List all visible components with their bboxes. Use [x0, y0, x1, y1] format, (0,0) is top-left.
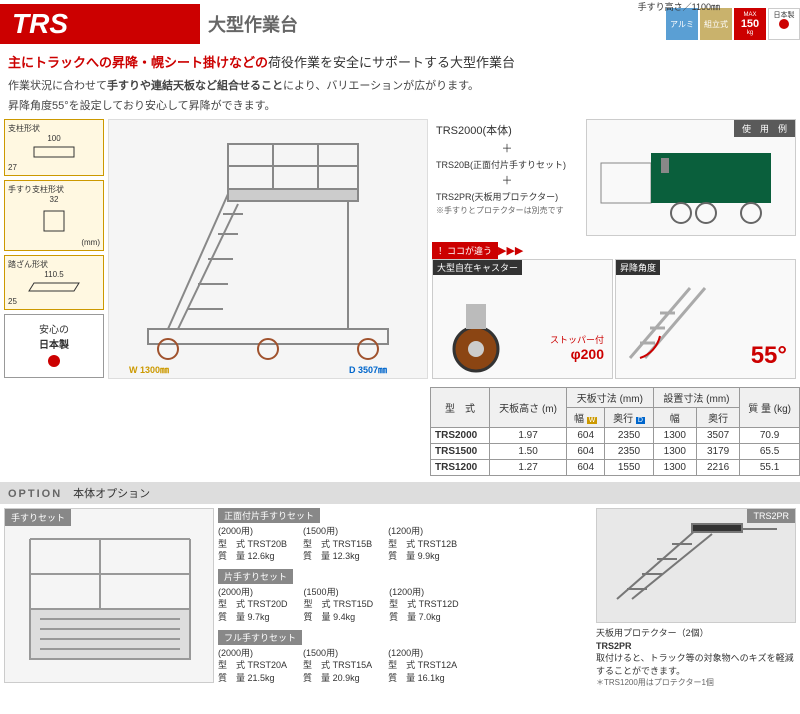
option-handrail-image: 手すりセット: [4, 508, 214, 690]
badge-max: MAX 150 kg: [734, 8, 766, 40]
badge-japan: 日本製: [768, 8, 800, 40]
table-row: TRS15001.5060423501300317965.5: [431, 444, 800, 460]
dim-handrail: 手すり支柱形状 32 (mm): [4, 180, 104, 251]
dim-d-label: D 3507㎜: [349, 363, 387, 376]
usage-example: 使 用 例: [586, 119, 796, 236]
product-code: TRS: [0, 4, 200, 44]
feature-caster: 大型自在キャスター ストッパー付 φ200: [432, 259, 613, 379]
option-protector: TRS2PR 天板用プロテクター（2個） TRS2PR 取付けると、トラック等の…: [596, 508, 796, 690]
headline: 主にトラックへの昇降・幌シート掛けなどの荷役作業を安全にサポートする大型作業台: [0, 48, 800, 75]
subtext-2: 昇降角度55°を設定しており安心して昇降ができます。: [0, 95, 800, 115]
dim-w-label: W 1300㎜: [129, 363, 169, 376]
product-title: 大型作業台: [208, 11, 298, 37]
table-row: TRS12001.2760415501300221655.1: [431, 460, 800, 476]
dim-step: 踏ざん形状 110.5 25: [4, 255, 104, 310]
right-column: TRS2000(本体) ＋ TRS20B(正面付片手すりセット) ＋ TRS2P…: [432, 119, 796, 379]
feature-angle: 昇降角度 55°: [615, 259, 796, 379]
main-area: 支柱形状 100 27 手すり支柱形状 32 (mm) 踏ざん形状 110.5 …: [0, 115, 800, 383]
koko-banner: ！ココが違う▶▶▶: [432, 242, 796, 259]
feature-row: 大型自在キャスター ストッパー付 φ200 昇降角度 55°: [432, 259, 796, 379]
japan-made-seal: 安心の 日本製: [4, 314, 104, 378]
combo-list: TRS2000(本体) ＋ TRS20B(正面付片手すりセット) ＋ TRS2P…: [432, 119, 582, 240]
option-specs: 正面付片手すりセット (2000用)型 式 TRST20B質 量 12.6kg …: [218, 508, 592, 690]
option-row: 手すりセット 正面付片手すりセット (2000用)型 式 TRST20B質 量 …: [0, 504, 800, 694]
dim-pillar: 支柱形状 100 27: [4, 119, 104, 176]
table-row: TRS20001.9760423501300350770.9: [431, 428, 800, 444]
dim-height-label: 手すり高さ／1100㎜: [638, 0, 720, 13]
option-bar: OPTION 本体オプション: [0, 482, 800, 504]
spec-table: 型 式 天板高さ (m) 天板寸法 (mm) 設置寸法 (mm) 質 量 (kg…: [430, 387, 800, 476]
product-image-area: 手すり高さ／1100㎜: [108, 119, 428, 379]
product-image: W 1300㎜ D 3507㎜: [108, 119, 428, 379]
left-dimensions: 支柱形状 100 27 手すり支柱形状 32 (mm) 踏ざん形状 110.5 …: [4, 119, 104, 379]
subtext-1: 作業状況に合わせて手すりや連結天板など組合せることにより、バリエーションが広がり…: [0, 75, 800, 95]
